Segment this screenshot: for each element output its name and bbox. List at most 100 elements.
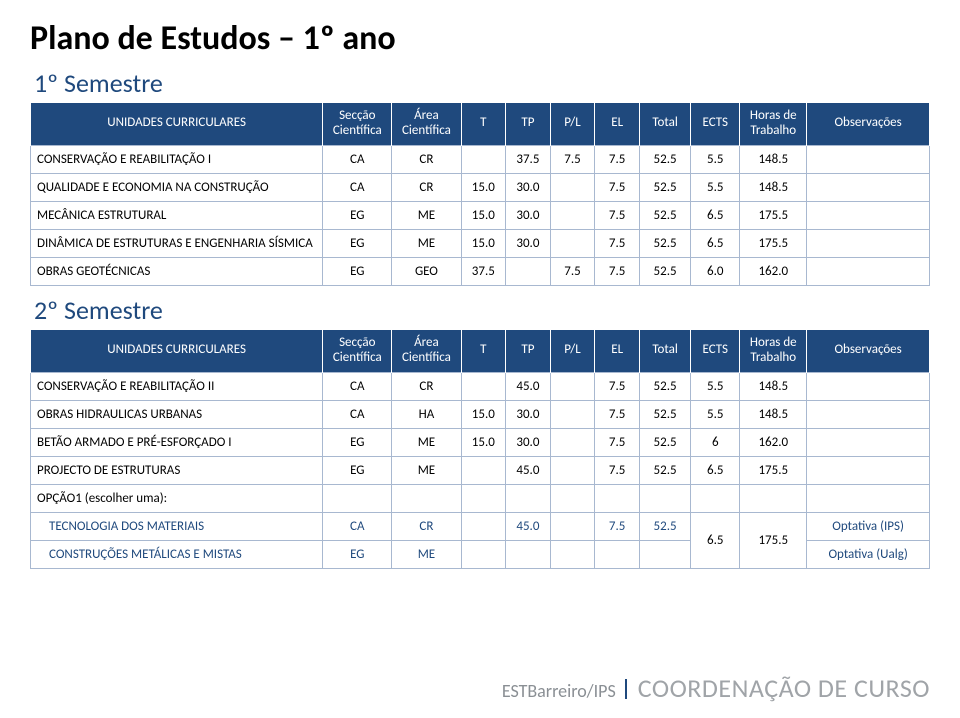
cell: CA — [323, 173, 392, 201]
col-obs: Observações — [807, 330, 930, 372]
cell: 52.5 — [639, 201, 690, 229]
table-row: BETÃO ARMADO E PRÉ-ESFORÇADO IEGME15.030… — [31, 428, 930, 456]
col-name: UNIDADES CURRICULARES — [31, 103, 323, 145]
cell — [550, 372, 595, 400]
cell — [506, 540, 551, 568]
cell — [461, 512, 506, 540]
cell: 7.5 — [595, 173, 640, 201]
cell: CONSERVAÇÃO E REABILITAÇÃO II — [31, 372, 323, 400]
cell: CR — [392, 173, 461, 201]
cell: 7.5 — [595, 201, 640, 229]
table-row: PROJECTO DE ESTRUTURASEGME45.07.552.56.5… — [31, 456, 930, 484]
cell: QUALIDADE E ECONOMIA NA CONSTRUÇÃO — [31, 173, 323, 201]
cell — [506, 484, 551, 512]
semester2-heading: 2º Semestre — [34, 294, 930, 326]
cell — [807, 173, 930, 201]
page-title: Plano de Estudos – 1º ano — [30, 18, 930, 59]
cell: MECÂNICA ESTRUTURAL — [31, 201, 323, 229]
cell: Optativa (Ualg) — [807, 540, 930, 568]
cell: CA — [323, 372, 392, 400]
cell — [550, 484, 595, 512]
cell: 175.5 — [740, 512, 807, 568]
cell: 15.0 — [461, 201, 506, 229]
cell — [550, 201, 595, 229]
cell: 148.5 — [740, 145, 807, 173]
footer-right: COORDENAÇÃO DE CURSO — [638, 672, 930, 704]
cell: 52.5 — [639, 229, 690, 257]
cell — [595, 540, 640, 568]
cell: 148.5 — [740, 400, 807, 428]
cell — [550, 456, 595, 484]
cell: CONSTRUÇÕES METÁLICAS E MISTAS — [31, 540, 323, 568]
cell: 7.5 — [595, 257, 640, 285]
cell: 7.5 — [595, 400, 640, 428]
cell — [461, 540, 506, 568]
cell: 162.0 — [740, 257, 807, 285]
table-row: MECÂNICA ESTRUTURALEGME15.030.07.552.56.… — [31, 201, 930, 229]
cell — [807, 201, 930, 229]
table-header-row: UNIDADES CURRICULARES Secção Científica … — [31, 330, 930, 372]
cell — [740, 484, 807, 512]
cell — [323, 484, 392, 512]
col-el: EL — [595, 330, 640, 372]
semester1-heading: 1º Semestre — [34, 67, 930, 99]
cell: CR — [392, 512, 461, 540]
cell: 5.5 — [691, 400, 740, 428]
cell: 7.5 — [595, 456, 640, 484]
cell: EG — [323, 428, 392, 456]
table-header-row: UNIDADES CURRICULARES Secção Científica … — [31, 103, 930, 145]
cell: Optativa (IPS) — [807, 512, 930, 540]
cell — [807, 145, 930, 173]
cell: 30.0 — [506, 400, 551, 428]
semester1-table: UNIDADES CURRICULARES Secção Científica … — [30, 103, 930, 286]
cell: CR — [392, 145, 461, 173]
cell: GEO — [392, 257, 461, 285]
col-t: T — [461, 330, 506, 372]
cell — [639, 540, 690, 568]
col-ects: ECTS — [691, 330, 740, 372]
cell: 5.5 — [691, 173, 740, 201]
cell: 7.5 — [595, 512, 640, 540]
cell: 148.5 — [740, 372, 807, 400]
cell: 7.5 — [595, 428, 640, 456]
cell: DINÂMICA DE ESTRUTURAS E ENGENHARIA SÍSM… — [31, 229, 323, 257]
cell: 5.5 — [691, 372, 740, 400]
cell: 5.5 — [691, 145, 740, 173]
cell — [461, 484, 506, 512]
col-t: T — [461, 103, 506, 145]
col-tp: TP — [506, 103, 551, 145]
col-area: Área Científica — [392, 103, 461, 145]
col-hrs: Horas de Trabalho — [740, 103, 807, 145]
cell: 15.0 — [461, 428, 506, 456]
cell: OBRAS GEOTÉCNICAS — [31, 257, 323, 285]
cell — [807, 257, 930, 285]
cell — [807, 428, 930, 456]
cell: 6.5 — [691, 229, 740, 257]
cell — [807, 484, 930, 512]
cell — [506, 257, 551, 285]
cell: 52.5 — [639, 400, 690, 428]
col-sec: Secção Científica — [323, 103, 392, 145]
cell: 52.5 — [639, 257, 690, 285]
table-row: OBRAS GEOTÉCNICASEGGEO37.57.57.552.56.01… — [31, 257, 930, 285]
cell: 162.0 — [740, 428, 807, 456]
cell — [550, 512, 595, 540]
cell: 45.0 — [506, 372, 551, 400]
cell: CA — [323, 512, 392, 540]
col-sec: Secção Científica — [323, 330, 392, 372]
table-row: DINÂMICA DE ESTRUTURAS E ENGENHARIA SÍSM… — [31, 229, 930, 257]
cell: 52.5 — [639, 145, 690, 173]
cell: OPÇÃO1 (escolher uma): — [31, 484, 323, 512]
table-row: OBRAS HIDRAULICAS URBANASCAHA15.030.07.5… — [31, 400, 930, 428]
cell — [550, 428, 595, 456]
cell: 15.0 — [461, 229, 506, 257]
cell: 37.5 — [506, 145, 551, 173]
cell: ME — [392, 540, 461, 568]
table-row: CONSERVAÇÃO E REABILITAÇÃO IICACR45.07.5… — [31, 372, 930, 400]
cell: 30.0 — [506, 229, 551, 257]
col-pl: P/L — [550, 330, 595, 372]
cell: 7.5 — [595, 229, 640, 257]
cell: EG — [323, 201, 392, 229]
col-el: EL — [595, 103, 640, 145]
cell: 7.5 — [595, 145, 640, 173]
